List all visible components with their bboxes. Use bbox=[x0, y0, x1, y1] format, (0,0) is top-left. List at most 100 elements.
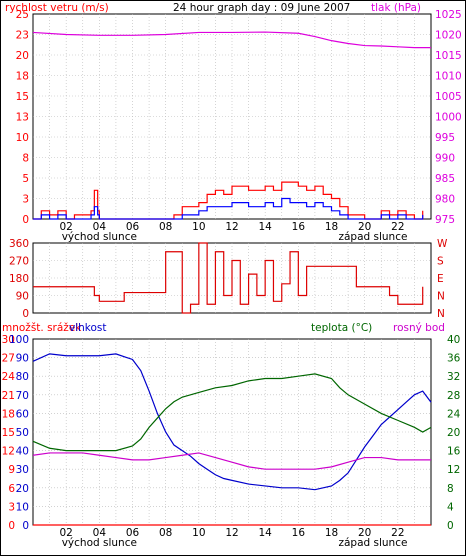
sunrise-label-top: východ slunce bbox=[62, 231, 137, 243]
humidity-tick-label: 40 bbox=[16, 446, 29, 458]
humidity-tick-label: 60 bbox=[16, 408, 29, 420]
precipitation-tick-label: 12 bbox=[2, 446, 15, 458]
compass-label: N bbox=[437, 291, 445, 303]
humidity-tick-label: 10 bbox=[16, 501, 29, 513]
wind-speed-tick-label: 18 bbox=[16, 71, 29, 83]
compass-label: S bbox=[437, 256, 444, 268]
humidity-panel-x-tick-label: 14 bbox=[258, 527, 272, 539]
wind-panel-x-tick-label: 02 bbox=[59, 221, 72, 233]
humidity-panel-x-tick-label: 22 bbox=[391, 527, 404, 539]
precipitation-tick-label: 21 bbox=[2, 390, 15, 402]
wind-panel-x-tick-label: 18 bbox=[325, 221, 338, 233]
humidity-tick-label: 90 bbox=[16, 353, 29, 365]
humidity-panel-x-tick-label: 12 bbox=[225, 527, 238, 539]
humidity-temperature-panel: 0369121518212427300102030405060708090100… bbox=[2, 334, 461, 549]
humidity-tick-label: 80 bbox=[16, 371, 29, 383]
temperature-axis-label: teplota (°C) bbox=[311, 322, 372, 334]
sunset-label-bottom: západ slunce bbox=[338, 537, 407, 549]
compass-label: N bbox=[437, 308, 445, 320]
precipitation-axis-label: množšt. srážek bbox=[2, 322, 82, 334]
compass-label: W bbox=[437, 238, 448, 250]
pressure-tick-label: 985 bbox=[435, 173, 455, 185]
wind-direction-line bbox=[33, 242, 424, 314]
precipitation-tick-label: 0 bbox=[8, 520, 15, 532]
wind-panel-x-tick-label: 04 bbox=[93, 221, 107, 233]
wind-average-line bbox=[33, 197, 424, 220]
temperature-tick-label: 28 bbox=[447, 390, 460, 402]
humidity-panel-x-tick-label: 04 bbox=[93, 527, 107, 539]
humidity-tick-label: 20 bbox=[16, 483, 29, 495]
compass-label: E bbox=[437, 273, 444, 285]
temperature-tick-label: 36 bbox=[447, 353, 461, 365]
direction-tick-label: 180 bbox=[9, 273, 29, 285]
direction-tick-label: 270 bbox=[9, 256, 29, 268]
wind-pressure-panel: 0358101315182023259759809859909951000100… bbox=[16, 9, 462, 243]
humidity-panel-x-tick-label: 02 bbox=[59, 527, 72, 539]
direction-tick-label: 0 bbox=[22, 308, 29, 320]
humidity-line bbox=[32, 353, 432, 491]
humidity-tick-label: 0 bbox=[22, 520, 29, 532]
temperature-line bbox=[32, 373, 432, 452]
wind-panel-x-tick-label: 14 bbox=[258, 221, 272, 233]
pressure-line bbox=[32, 31, 431, 49]
humidity-panel-x-tick-label: 10 bbox=[192, 527, 205, 539]
wind-speed-tick-label: 13 bbox=[16, 112, 29, 124]
wind-speed-tick-label: 20 bbox=[16, 50, 29, 62]
wind-speed-tick-label: 15 bbox=[16, 91, 29, 103]
pressure-tick-label: 990 bbox=[435, 153, 455, 165]
pressure-tick-label: 975 bbox=[435, 214, 455, 226]
wind-panel-x-tick-label: 12 bbox=[225, 221, 238, 233]
pressure-tick-label: 995 bbox=[435, 132, 455, 144]
precipitation-tick-label: 15 bbox=[2, 427, 15, 439]
wind-speed-tick-label: 10 bbox=[16, 132, 29, 144]
wind-panel-x-tick-label: 20 bbox=[358, 221, 371, 233]
precipitation-tick-label: 9 bbox=[8, 464, 15, 476]
precipitation-tick-label: 3 bbox=[8, 501, 15, 513]
pressure-tick-label: 1005 bbox=[435, 91, 462, 103]
wind-speed-tick-label: 0 bbox=[22, 214, 29, 226]
pressure-tick-label: 1010 bbox=[435, 71, 462, 83]
wind-speed-tick-label: 23 bbox=[16, 30, 29, 42]
temperature-tick-label: 16 bbox=[447, 446, 461, 458]
humidity-panel-x-tick-label: 20 bbox=[358, 527, 371, 539]
pressure-tick-label: 1025 bbox=[435, 9, 462, 21]
precipitation-tick-label: 24 bbox=[2, 371, 16, 383]
humidity-panel-x-tick-label: 08 bbox=[159, 527, 172, 539]
wind-speed-label: rychlost vetru (m/s) bbox=[5, 2, 109, 14]
chart-title: 24 hour graph day : 09 June 2007 bbox=[173, 2, 350, 14]
pressure-tick-label: 1020 bbox=[435, 30, 462, 42]
wind-speed-tick-label: 8 bbox=[22, 153, 29, 165]
humidity-tick-label: 100 bbox=[9, 334, 29, 346]
pressure-tick-label: 980 bbox=[435, 194, 455, 206]
temperature-tick-label: 40 bbox=[447, 334, 460, 346]
precipitation-tick-label: 27 bbox=[2, 353, 15, 365]
humidity-tick-label: 50 bbox=[16, 427, 29, 439]
pressure-tick-label: 1000 bbox=[435, 112, 462, 124]
humidity-panel-x-tick-label: 16 bbox=[292, 527, 306, 539]
wind-speed-tick-label: 25 bbox=[16, 9, 29, 21]
precipitation-tick-label: 18 bbox=[2, 408, 15, 420]
wind-panel-x-tick-label: 10 bbox=[192, 221, 205, 233]
temperature-tick-label: 4 bbox=[447, 501, 454, 513]
dewpoint-line bbox=[32, 452, 431, 470]
temperature-tick-label: 20 bbox=[447, 427, 460, 439]
temperature-tick-label: 32 bbox=[447, 371, 460, 383]
precipitation-tick-label: 30 bbox=[2, 334, 15, 346]
humidity-tick-label: 30 bbox=[16, 464, 29, 476]
humidity-panel-x-tick-label: 18 bbox=[325, 527, 338, 539]
direction-tick-label: 360 bbox=[9, 238, 29, 250]
wind-speed-tick-label: 3 bbox=[22, 194, 29, 206]
wind-panel-x-tick-label: 06 bbox=[126, 221, 140, 233]
direction-tick-label: 90 bbox=[16, 291, 29, 303]
wind-panel-x-tick-label: 08 bbox=[159, 221, 172, 233]
temperature-tick-label: 0 bbox=[447, 520, 454, 532]
wind-speed-tick-label: 5 bbox=[22, 173, 29, 185]
temperature-tick-label: 8 bbox=[447, 483, 454, 495]
sunset-label-top: západ slunce bbox=[338, 231, 407, 243]
precipitation-tick-label: 6 bbox=[8, 483, 15, 495]
humidity-panel-x-tick-label: 06 bbox=[126, 527, 140, 539]
wind-panel-x-tick-label: 16 bbox=[292, 221, 306, 233]
